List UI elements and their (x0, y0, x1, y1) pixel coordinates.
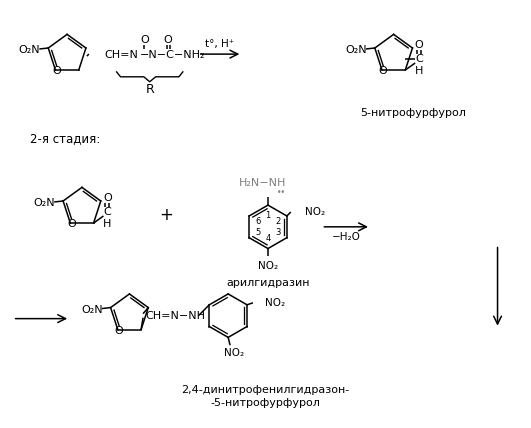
Text: H₂N−NH: H₂N−NH (239, 178, 287, 188)
Text: NO₂: NO₂ (265, 298, 285, 308)
Text: CH=N: CH=N (105, 50, 139, 60)
Text: R: R (145, 83, 154, 96)
Text: O: O (103, 193, 112, 203)
Text: ••: •• (277, 188, 286, 197)
Text: 2: 2 (275, 217, 280, 226)
Text: -5-нитрофурфурол: -5-нитрофурфурол (210, 398, 320, 407)
Text: 4: 4 (266, 234, 271, 243)
Text: O₂N: O₂N (19, 45, 40, 55)
Text: C: C (104, 207, 112, 217)
Text: O: O (379, 66, 388, 76)
Text: −N−C−NH₂: −N−C−NH₂ (140, 50, 206, 60)
Text: O: O (114, 326, 123, 336)
Text: O: O (67, 219, 76, 229)
Text: NO₂: NO₂ (258, 262, 278, 271)
Text: +: + (159, 206, 173, 224)
Text: 5: 5 (255, 228, 261, 237)
Text: O: O (52, 66, 61, 76)
Text: NO₂: NO₂ (224, 348, 244, 358)
Text: O: O (140, 35, 149, 45)
Text: −H₂O: −H₂O (332, 232, 361, 242)
Text: O: O (415, 40, 424, 50)
Text: 5-нитрофурфурол: 5-нитрофурфурол (361, 108, 466, 118)
Text: O₂N: O₂N (345, 45, 367, 55)
Text: арилгидразин: арилгидразин (226, 278, 310, 288)
Text: 2,4-динитрофенилгидразон-: 2,4-динитрофенилгидразон- (181, 385, 349, 395)
Text: O₂N: O₂N (81, 305, 102, 315)
Text: H: H (415, 66, 423, 76)
Text: 3: 3 (275, 228, 280, 237)
Text: t°, H⁺: t°, H⁺ (205, 39, 235, 49)
Text: O: O (164, 35, 173, 45)
Text: 6: 6 (255, 217, 261, 226)
Text: CH=N−NH: CH=N−NH (145, 311, 205, 321)
Text: NO₂: NO₂ (305, 207, 325, 217)
Text: C: C (415, 54, 423, 64)
Text: 2-я стадия:: 2-я стадия: (30, 133, 101, 146)
Text: 1: 1 (266, 211, 271, 220)
Text: H: H (103, 219, 112, 229)
Text: O₂N: O₂N (33, 198, 55, 208)
